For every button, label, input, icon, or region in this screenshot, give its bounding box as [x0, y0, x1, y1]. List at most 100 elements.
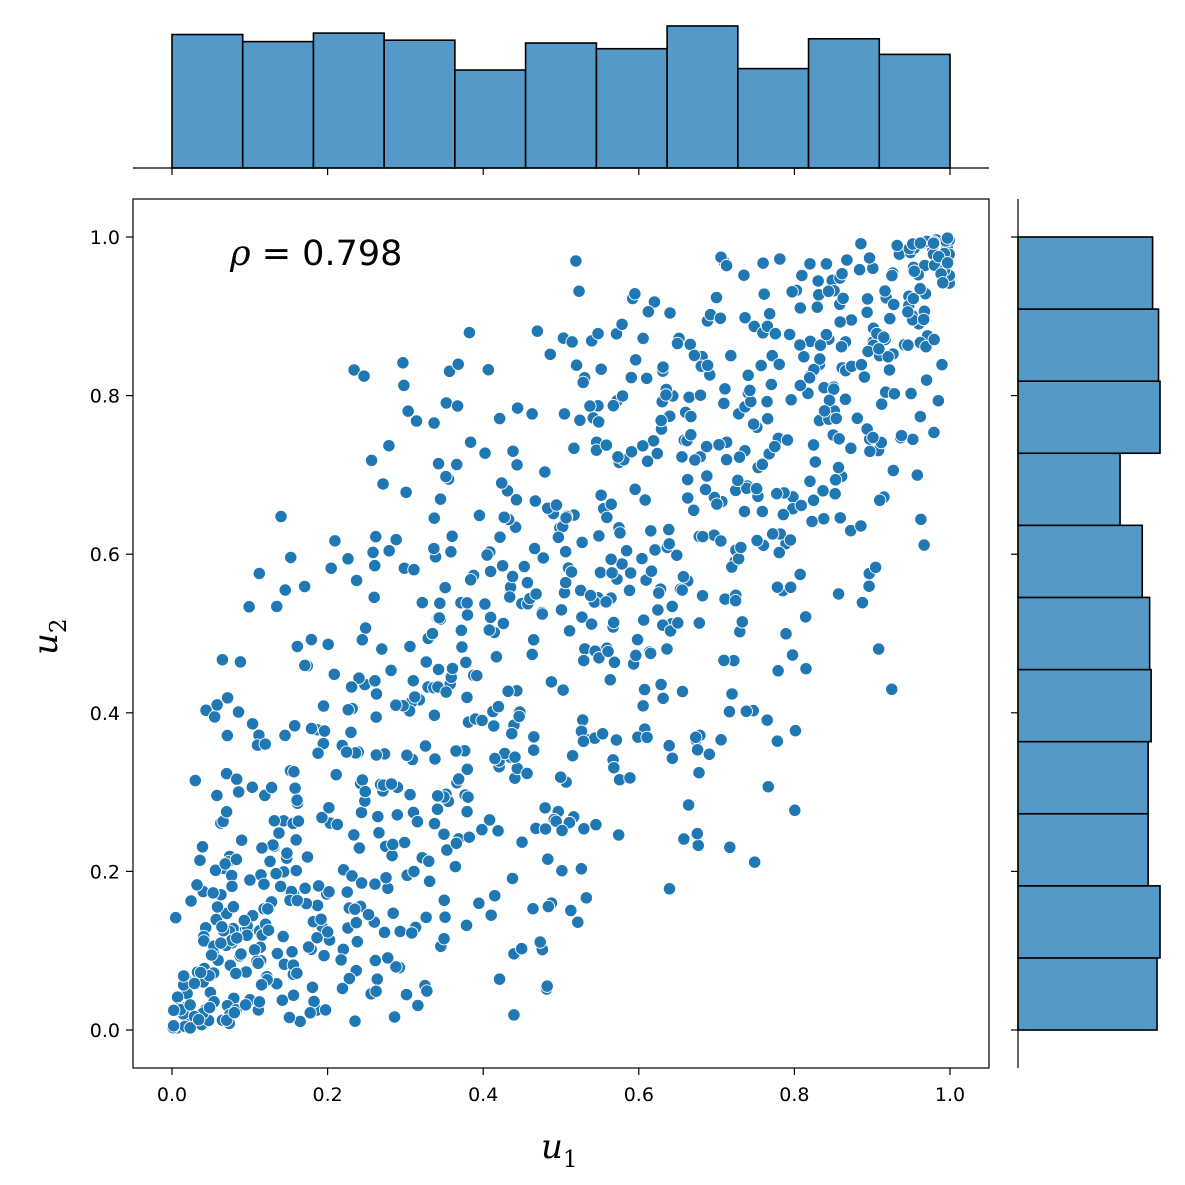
scatter-point [882, 363, 897, 377]
scatter-point [732, 450, 747, 464]
scatter-point [788, 803, 802, 817]
scatter-point [572, 284, 586, 298]
scatter-point [237, 913, 251, 928]
scatter-point [887, 297, 901, 312]
scatter-point [904, 386, 918, 401]
scatter-point [368, 558, 382, 573]
scatter-point [377, 925, 392, 940]
scatter-point [390, 808, 404, 822]
scatter-point [604, 497, 618, 511]
scatter-point [261, 923, 276, 937]
scatter-point [813, 352, 827, 366]
scatter-point [719, 452, 734, 467]
scatter-point [369, 748, 383, 762]
scatter-point [384, 663, 398, 678]
scatter-point [713, 311, 728, 325]
scatter-point [520, 576, 535, 590]
scatter-point [692, 616, 706, 630]
scatter-point [844, 441, 858, 455]
scatter-point [437, 893, 451, 907]
scatter-point [803, 474, 817, 488]
scatter-point [885, 268, 899, 283]
scatter-point [623, 771, 637, 785]
scatter-point [415, 595, 429, 610]
scatter-point [793, 378, 807, 393]
scatter-point [831, 460, 846, 475]
scatter-point [399, 987, 414, 1002]
scatter-point [266, 838, 280, 852]
scatter-point [497, 510, 511, 524]
scatter-point [862, 579, 876, 593]
top-marginal-histogram [133, 25, 989, 175]
scatter-point [385, 848, 399, 863]
right-hist-bar [1017, 957, 1158, 1031]
scatter-point [462, 325, 477, 340]
scatter-point [714, 534, 728, 548]
scatter-point [656, 360, 670, 374]
scatter-point [583, 399, 597, 413]
scatter-point [370, 972, 384, 986]
scatter-point [802, 371, 817, 385]
scatter-point [877, 330, 891, 344]
scatter-point [913, 282, 927, 296]
scatter-point [816, 484, 830, 498]
scatter-point [310, 931, 324, 945]
x-tick-label: 0.0 [157, 1084, 187, 1106]
top-hist-bar [524, 42, 598, 169]
scatter-point [817, 404, 832, 418]
scatter-point [838, 392, 853, 406]
scatter-point [354, 805, 369, 820]
top-hist-bar [737, 67, 810, 169]
scatter-point [270, 599, 284, 614]
scatter-point [536, 551, 550, 565]
scatter-point [427, 541, 441, 556]
scatter-point [776, 507, 790, 522]
scatter-point [827, 382, 841, 396]
scatter-point [689, 730, 703, 744]
scatter-point [449, 744, 463, 758]
scatter-point [569, 358, 584, 372]
scatter-point [285, 945, 299, 959]
scatter-point [910, 468, 924, 482]
top-hist-bar [312, 32, 385, 169]
scatter-point [263, 854, 277, 869]
scatter-point [358, 621, 373, 635]
scatter-point [461, 790, 475, 804]
scatter-point [636, 331, 650, 346]
scatter-point [400, 748, 414, 762]
scatter-point [403, 787, 417, 802]
scatter-point [482, 813, 497, 827]
scatter-point [307, 994, 321, 1009]
scatter-point [464, 573, 478, 587]
scatter-point [379, 871, 393, 885]
scatter-point [290, 639, 304, 654]
scatter-point [234, 947, 248, 961]
scatter-point [381, 951, 395, 965]
scatter-point [298, 881, 312, 896]
scatter-point [187, 976, 202, 991]
scatter-point [269, 867, 283, 881]
scatter-point [784, 580, 798, 594]
scatter-point [368, 674, 382, 688]
scatter-point [432, 611, 446, 625]
scatter-point [723, 840, 737, 854]
scatter-point [652, 586, 666, 600]
scatter-point [389, 698, 403, 712]
scatter-point [264, 780, 279, 795]
scatter-point [819, 257, 834, 271]
scatter-point [339, 745, 354, 759]
scatter-point [554, 603, 569, 617]
scatter-point [311, 879, 326, 893]
scatter-point [472, 508, 487, 523]
scatter-point [615, 317, 629, 331]
scatter-point [347, 828, 361, 842]
scatter-point [317, 724, 332, 738]
scatter-point [396, 356, 410, 370]
scatter-point [439, 396, 453, 410]
scatter-point [714, 733, 728, 747]
scatter-point [676, 570, 691, 584]
x-axis-label: u1 [541, 1127, 578, 1173]
scatter-point [860, 292, 875, 306]
scatter-point [304, 721, 319, 736]
top-hist-bar [878, 53, 951, 169]
